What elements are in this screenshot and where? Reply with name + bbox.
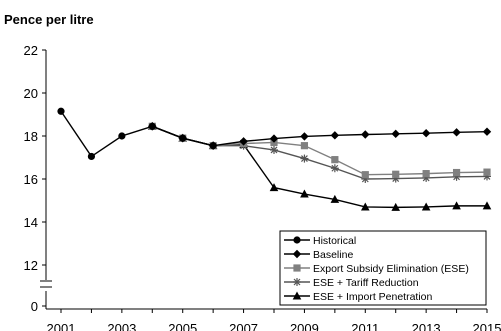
legend-item: ESE + Tariff Reduction — [284, 277, 419, 289]
data-point — [300, 142, 309, 150]
y-tick-label: 14 — [24, 215, 38, 230]
x-tick-label: 2007 — [229, 321, 258, 331]
x-tick-label: 2001 — [47, 321, 76, 331]
y-tick-label: 12 — [24, 258, 38, 273]
x-tick-label: 2003 — [107, 321, 136, 331]
x-tick-label: 2015 — [473, 321, 501, 331]
legend-label: Export Subsidy Elimination (ESE) — [313, 263, 469, 275]
legend-marker — [293, 236, 301, 244]
data-point — [452, 128, 461, 137]
legend-item: ESE + Import Penetration — [284, 291, 433, 303]
data-point — [300, 189, 309, 198]
data-point — [361, 171, 369, 179]
legend-marker — [292, 291, 302, 300]
series-export-subsidy-elimination-ese — [148, 122, 491, 179]
legend-label: Baseline — [313, 249, 353, 261]
data-point — [360, 202, 370, 211]
legend-item: Export Subsidy Elimination (ESE) — [284, 263, 469, 275]
series-baseline — [148, 122, 492, 150]
series-historical — [57, 107, 217, 161]
data-point — [391, 202, 401, 211]
x-tick-label: 2011 — [351, 321, 379, 331]
data-point — [179, 134, 187, 142]
x-tick-label: 2013 — [412, 321, 441, 331]
data-point — [239, 137, 248, 146]
data-point — [452, 168, 461, 177]
data-point — [361, 130, 370, 139]
data-point — [269, 183, 279, 192]
data-point — [269, 134, 279, 143]
legend-item: Baseline — [284, 249, 353, 261]
y-tick-label: 16 — [24, 172, 38, 187]
legend-label: ESE + Import Penetration — [313, 291, 433, 303]
legend-marker — [293, 278, 301, 286]
series-line — [152, 125, 487, 209]
series-layer — [57, 107, 492, 211]
legend-marker — [292, 249, 302, 259]
y-tick-label: 20 — [24, 86, 38, 101]
data-point — [148, 122, 156, 130]
legend: Historical Baseline Export Subsidy Elimina… — [279, 230, 487, 306]
data-point — [87, 152, 96, 161]
legend-label: ESE + Tariff Reduction — [313, 277, 419, 289]
data-point — [421, 129, 431, 138]
y-tick-label: 0 — [31, 299, 38, 314]
data-point — [300, 132, 309, 141]
legend-box — [279, 230, 487, 306]
data-point — [330, 194, 340, 203]
data-point — [57, 107, 65, 115]
data-point — [330, 131, 340, 140]
data-point — [483, 168, 491, 176]
data-point — [300, 154, 309, 163]
legend-label: Historical — [313, 235, 356, 247]
data-point — [482, 127, 492, 136]
x-tick-label: 2009 — [290, 321, 319, 331]
legend-item: Historical — [284, 235, 356, 247]
legend-marker — [293, 264, 301, 272]
y-tick-label: 18 — [24, 129, 38, 144]
axes: 0 12 14 16 18 20 22 2001 2003 2005 2007 2009 2011 201… — [24, 43, 501, 331]
data-point — [421, 202, 431, 211]
data-point — [209, 142, 217, 150]
series-line — [60, 110, 214, 158]
data-point — [330, 164, 339, 173]
data-point — [392, 170, 400, 178]
data-point — [391, 129, 400, 139]
y-axis-title: Pence per litre — [4, 12, 94, 27]
data-point — [331, 156, 339, 164]
data-point — [422, 170, 430, 178]
data-point — [270, 145, 278, 154]
x-tick-label: 2005 — [168, 321, 197, 331]
data-point — [452, 201, 461, 210]
series-ese-import-penetration — [147, 121, 492, 211]
data-point — [482, 201, 492, 210]
data-point — [118, 132, 126, 140]
y-tick-label: 22 — [24, 43, 38, 58]
